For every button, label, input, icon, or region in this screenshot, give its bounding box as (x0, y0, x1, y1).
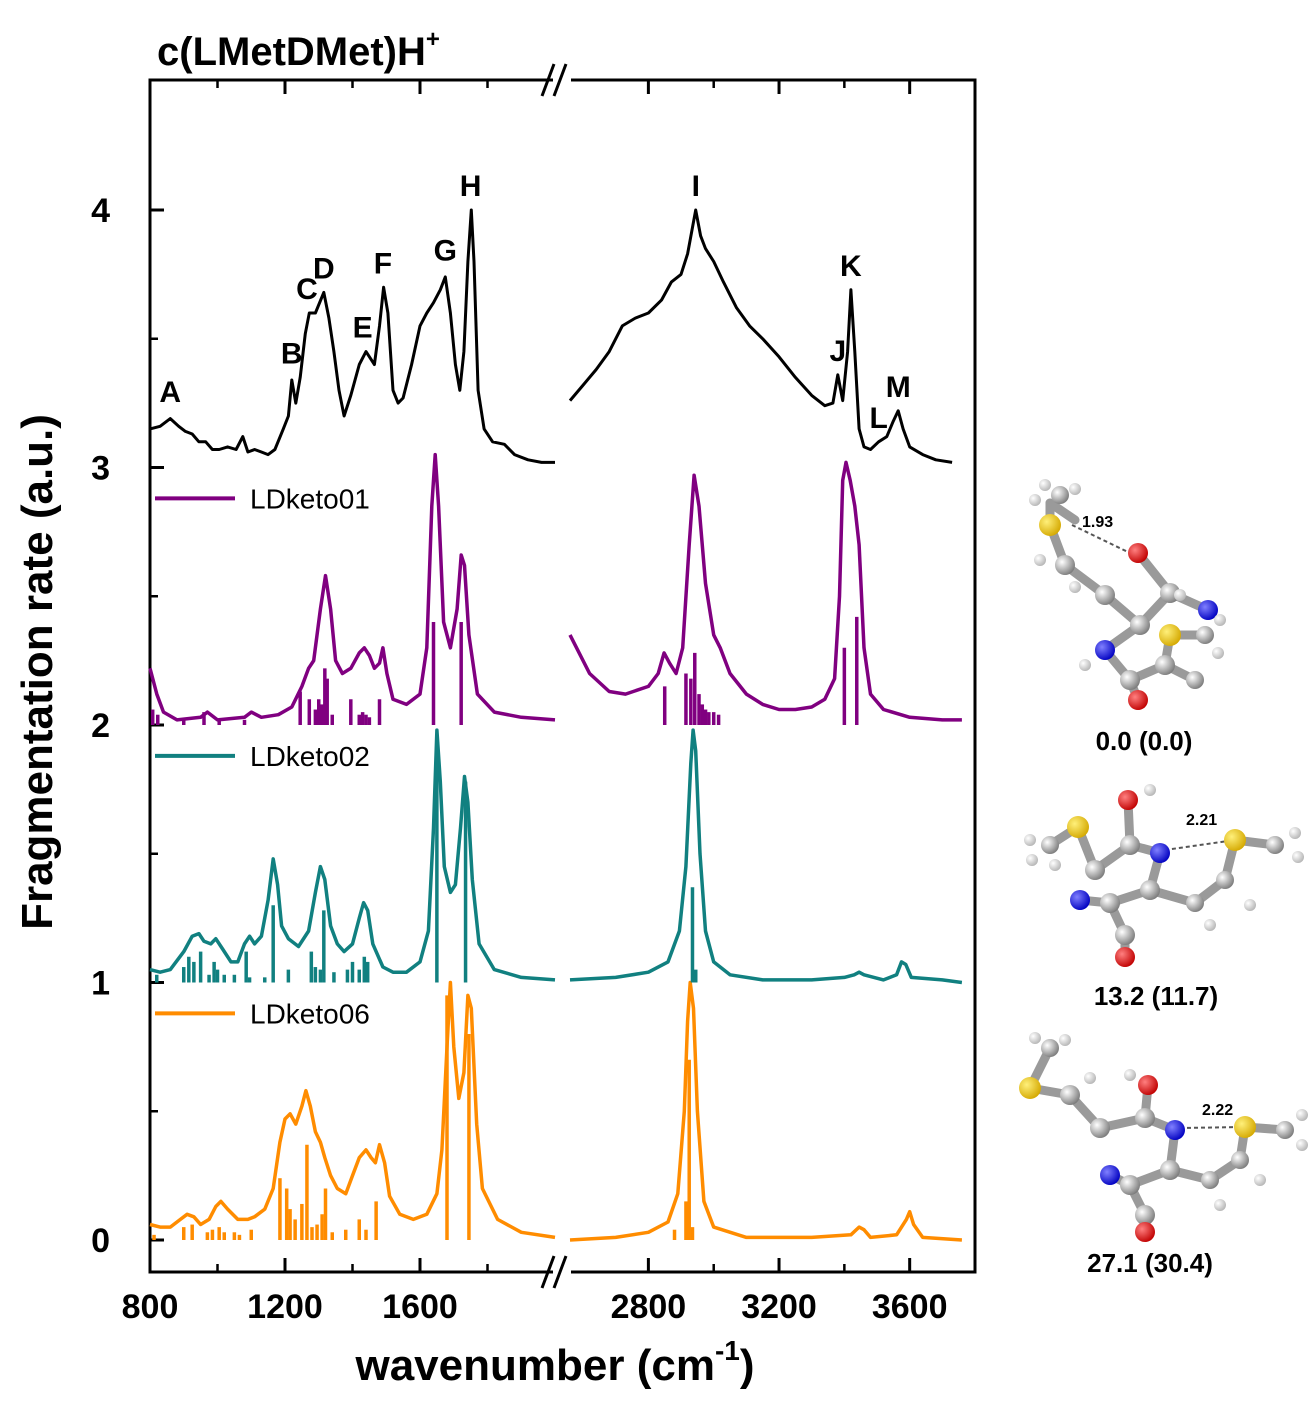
legend-label: LDketo01 (250, 483, 370, 514)
structure-energy-label: 27.1 (30.4) (1087, 1248, 1213, 1278)
spectra (148, 208, 963, 1242)
legends: LDketo01 LDketo02 LDketo06 (155, 483, 370, 1029)
h-bond-distance: 2.21 (1186, 812, 1217, 829)
y-tick-label: 2 (91, 707, 110, 745)
x-axis-label: wavenumber (cm-1) (354, 1335, 754, 1390)
peak-label: L (869, 402, 887, 435)
break-mark (540, 1255, 556, 1289)
y-tick-label: 4 (91, 192, 110, 230)
structure-energy-label: 0.0 (0.0) (1096, 726, 1193, 756)
h-bond-distance: 2.22 (1202, 1102, 1233, 1119)
peak-label: I (692, 170, 700, 203)
legend-label: LDketo06 (250, 998, 370, 1029)
x-tick-label: 3600 (872, 1288, 948, 1326)
molecule-structure-ldketo02: 2.21 (1024, 784, 1304, 967)
molecule-structure-ldketo06: 2.22 (1019, 1032, 1308, 1242)
peak-label: G (434, 234, 457, 267)
break-mark (552, 1255, 568, 1289)
x-tick-label: 3200 (741, 1288, 817, 1326)
structure-energy-label: 13.2 (11.7) (1094, 981, 1218, 1011)
peak-label: K (840, 250, 862, 283)
break-mark (540, 63, 556, 97)
series-line-ldketo02 (149, 728, 556, 982)
peak-label: J (829, 335, 846, 368)
series-line-ldketo01 (148, 452, 556, 722)
series-line-ldketo06 (149, 980, 556, 1240)
x-tick-label: 1600 (382, 1288, 458, 1326)
plot-frame (148, 76, 977, 1276)
series-line-ldketo01 (568, 460, 962, 722)
break-gap-bottom (553, 1268, 571, 1276)
peak-label: H (460, 170, 482, 203)
peak-label: F (374, 247, 392, 280)
experimental-spectrum-line (149, 208, 555, 464)
h-bond-distance: 1.93 (1082, 514, 1113, 531)
x-tick-label: 1200 (247, 1288, 323, 1326)
x-tick-label: 800 (122, 1288, 179, 1326)
tick-labels: 800 1200 1600 2800 3200 3600 0 1 2 3 4 (91, 192, 947, 1326)
legend-label: LDketo02 (250, 741, 370, 772)
stick-spectra (150, 616, 859, 1240)
experimental-spectrum-line (568, 208, 953, 464)
series-line-ldketo02 (569, 728, 963, 985)
break-mark (552, 63, 568, 97)
series-line-ldketo06 (569, 980, 963, 1242)
peak-label: B (281, 337, 303, 370)
peak-label: A (159, 376, 181, 409)
peak-label: E (353, 312, 373, 345)
axis-ticks (148, 80, 912, 1272)
peak-label: C (296, 273, 318, 306)
chart-title: c(LMetDMet)H+ (157, 26, 440, 74)
y-tick-label: 1 (91, 965, 110, 1003)
peak-label: D (313, 252, 335, 285)
x-tick-label: 2800 (611, 1288, 687, 1326)
y-tick-label: 3 (91, 450, 110, 488)
y-axis-label: Fragmentation rate (a.u.) (13, 414, 62, 930)
axis-break-marks (540, 63, 568, 1289)
molecule-structure-ldketo01: 1.93 (1029, 479, 1226, 710)
break-gap-top (553, 76, 571, 84)
peak-label: M (886, 371, 911, 404)
y-tick-label: 0 (91, 1222, 110, 1260)
